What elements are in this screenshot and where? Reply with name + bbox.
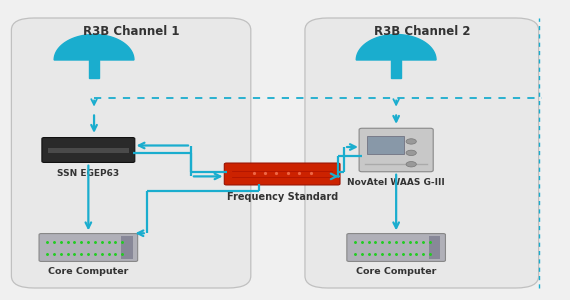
- FancyBboxPatch shape: [121, 236, 132, 259]
- Text: R3B Channel 1: R3B Channel 1: [83, 25, 180, 38]
- Circle shape: [406, 150, 416, 155]
- Polygon shape: [89, 60, 99, 78]
- Text: Core Computer: Core Computer: [48, 267, 129, 276]
- FancyBboxPatch shape: [347, 233, 446, 262]
- FancyBboxPatch shape: [224, 163, 340, 185]
- Circle shape: [406, 161, 416, 167]
- Polygon shape: [356, 34, 436, 60]
- Polygon shape: [391, 60, 401, 78]
- FancyBboxPatch shape: [305, 18, 539, 288]
- FancyBboxPatch shape: [39, 233, 138, 262]
- Text: NovAtel WAAS G-III: NovAtel WAAS G-III: [347, 178, 445, 187]
- FancyBboxPatch shape: [48, 148, 129, 153]
- FancyBboxPatch shape: [42, 137, 135, 162]
- Text: R3B Channel 2: R3B Channel 2: [373, 25, 470, 38]
- FancyBboxPatch shape: [359, 128, 433, 172]
- FancyBboxPatch shape: [367, 136, 404, 154]
- Circle shape: [406, 139, 416, 144]
- Polygon shape: [54, 34, 134, 60]
- Text: Core Computer: Core Computer: [356, 267, 437, 276]
- Text: SSN EGEP63: SSN EGEP63: [58, 169, 119, 178]
- FancyBboxPatch shape: [11, 18, 251, 288]
- FancyBboxPatch shape: [429, 236, 440, 259]
- Text: Frequency Standard: Frequency Standard: [226, 192, 338, 202]
